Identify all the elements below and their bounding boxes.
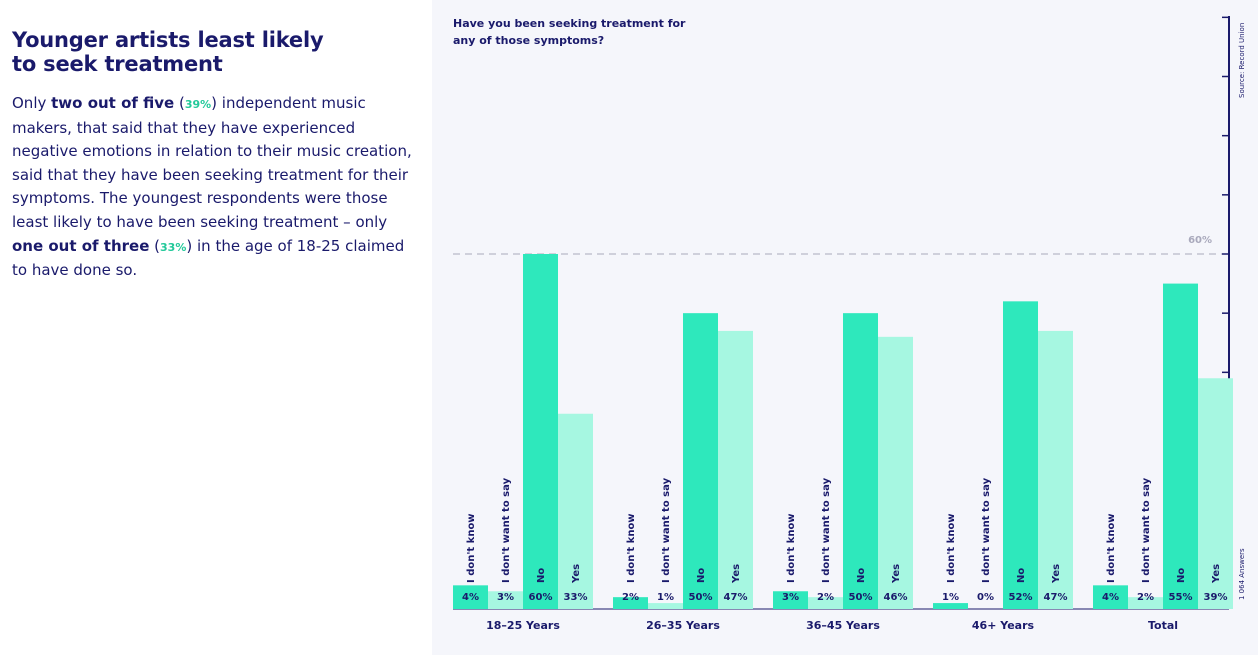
highlight-two-of-five: two out of five xyxy=(51,94,175,112)
title-line-1: Younger artists least likely xyxy=(12,28,324,52)
value-label: 52% xyxy=(1009,592,1033,603)
category-label: 18–25 Years xyxy=(486,619,560,632)
article-title: Younger artists least likely to seek tre… xyxy=(12,28,422,76)
highlight-one-of-three: one out of three xyxy=(12,236,150,255)
labels-group: 4% I don't know 3% I don't want to say 60% No… xyxy=(462,477,1227,632)
value-label: 50% xyxy=(689,592,713,603)
text-run: ) in the age of 18-25 claimed to have do… xyxy=(12,236,405,280)
series-label: I don't know xyxy=(946,513,957,583)
value-label: 3% xyxy=(782,592,799,603)
series-label: No xyxy=(696,568,707,583)
article-paragraph: Only two out of five (39%) independent m… xyxy=(12,92,422,283)
value-label: 47% xyxy=(724,592,748,603)
value-label: 55% xyxy=(1169,592,1193,603)
category-label: 46+ Years xyxy=(972,619,1035,632)
value-label: 4% xyxy=(462,592,479,603)
value-label: 0% xyxy=(977,592,994,603)
bar-46-years-yes xyxy=(1038,330,1073,609)
text-run: ( xyxy=(174,94,185,112)
series-label: I don't know xyxy=(786,513,797,583)
category-label: 26–35 Years xyxy=(646,619,720,632)
bar-36-45-years-no xyxy=(843,313,878,609)
category-label: Total xyxy=(1148,619,1178,632)
value-label: 2% xyxy=(817,592,834,603)
series-label: I don't know xyxy=(1106,513,1117,583)
bar-46-years-i-don-t-know xyxy=(933,603,968,609)
bar-18-25-years-i-don-t-want-to-say xyxy=(488,591,523,609)
bar-26-35-years-no xyxy=(683,313,718,609)
bar-total-no xyxy=(1163,283,1198,609)
value-label: 4% xyxy=(1102,592,1119,603)
bar-total-yes xyxy=(1198,378,1233,609)
bar-total-i-don-t-want-to-say xyxy=(1128,597,1163,609)
source-label: Source: Record Union xyxy=(1238,23,1246,98)
series-label: Yes xyxy=(731,564,742,584)
bar-chart: Have you been seeking treatment for any … xyxy=(453,16,1246,632)
value-label: 33% xyxy=(564,592,588,603)
series-label: No xyxy=(1016,568,1027,583)
series-label: I don't want to say xyxy=(821,477,832,583)
text-run: Only xyxy=(12,94,52,112)
series-label: I don't know xyxy=(466,513,477,583)
answers-label: 1 064 Answers xyxy=(1238,548,1246,600)
title-line-2: to seek treatment xyxy=(12,52,223,76)
bar-18-25-years-yes xyxy=(558,413,593,609)
series-label: No xyxy=(536,568,547,583)
text-run: ( xyxy=(149,236,161,255)
value-label: 60% xyxy=(529,592,553,603)
chart-title-line-2: any of those symptoms? xyxy=(453,34,604,47)
bar-26-35-years-yes xyxy=(718,330,753,609)
bar-36-45-years-i-don-t-want-to-say xyxy=(808,597,843,609)
value-label: 46% xyxy=(884,592,908,603)
series-label: Yes xyxy=(1051,564,1062,584)
bar-46-years-no xyxy=(1003,301,1038,609)
series-label: I don't know xyxy=(626,513,637,583)
bar-36-45-years-i-don-t-know xyxy=(773,591,808,609)
article-text: Younger artists least likely to seek tre… xyxy=(12,28,422,283)
chart-panel: Have you been seeking treatment for any … xyxy=(432,0,1258,655)
bar-18-25-years-no xyxy=(523,254,558,609)
reference-label: 60% xyxy=(1188,235,1212,246)
series-label: Yes xyxy=(891,564,902,584)
bar-26-35-years-i-don-t-know xyxy=(613,597,648,609)
bar-18-25-years-i-don-t-know xyxy=(453,585,488,609)
value-label: 2% xyxy=(1137,592,1154,603)
highlight-pct-39: 39% xyxy=(184,98,212,111)
bar-total-i-don-t-know xyxy=(1093,585,1128,609)
chart-title-line-1: Have you been seeking treatment for xyxy=(453,17,686,30)
highlight-pct-33: 33% xyxy=(160,240,187,254)
bar-36-45-years-yes xyxy=(878,336,913,609)
series-label: Yes xyxy=(571,564,582,584)
value-label: 39% xyxy=(1204,592,1228,603)
series-label: I don't want to say xyxy=(661,477,672,583)
value-label: 47% xyxy=(1044,592,1068,603)
value-label: 3% xyxy=(497,592,514,603)
text-run: ) independent music makers, that said th… xyxy=(12,94,412,231)
series-label: I don't want to say xyxy=(981,477,992,583)
series-label: Yes xyxy=(1211,564,1222,584)
series-label: I don't want to say xyxy=(501,477,512,583)
value-label: 1% xyxy=(942,592,959,603)
value-label: 2% xyxy=(622,592,639,603)
category-label: 36–45 Years xyxy=(806,619,880,632)
bar-26-35-years-i-don-t-want-to-say xyxy=(648,603,683,609)
value-label: 50% xyxy=(849,592,873,603)
series-label: No xyxy=(856,568,867,583)
series-label: No xyxy=(1176,568,1187,583)
bars-group xyxy=(453,254,1233,609)
value-label: 1% xyxy=(657,592,674,603)
series-label: I don't want to say xyxy=(1141,477,1152,583)
